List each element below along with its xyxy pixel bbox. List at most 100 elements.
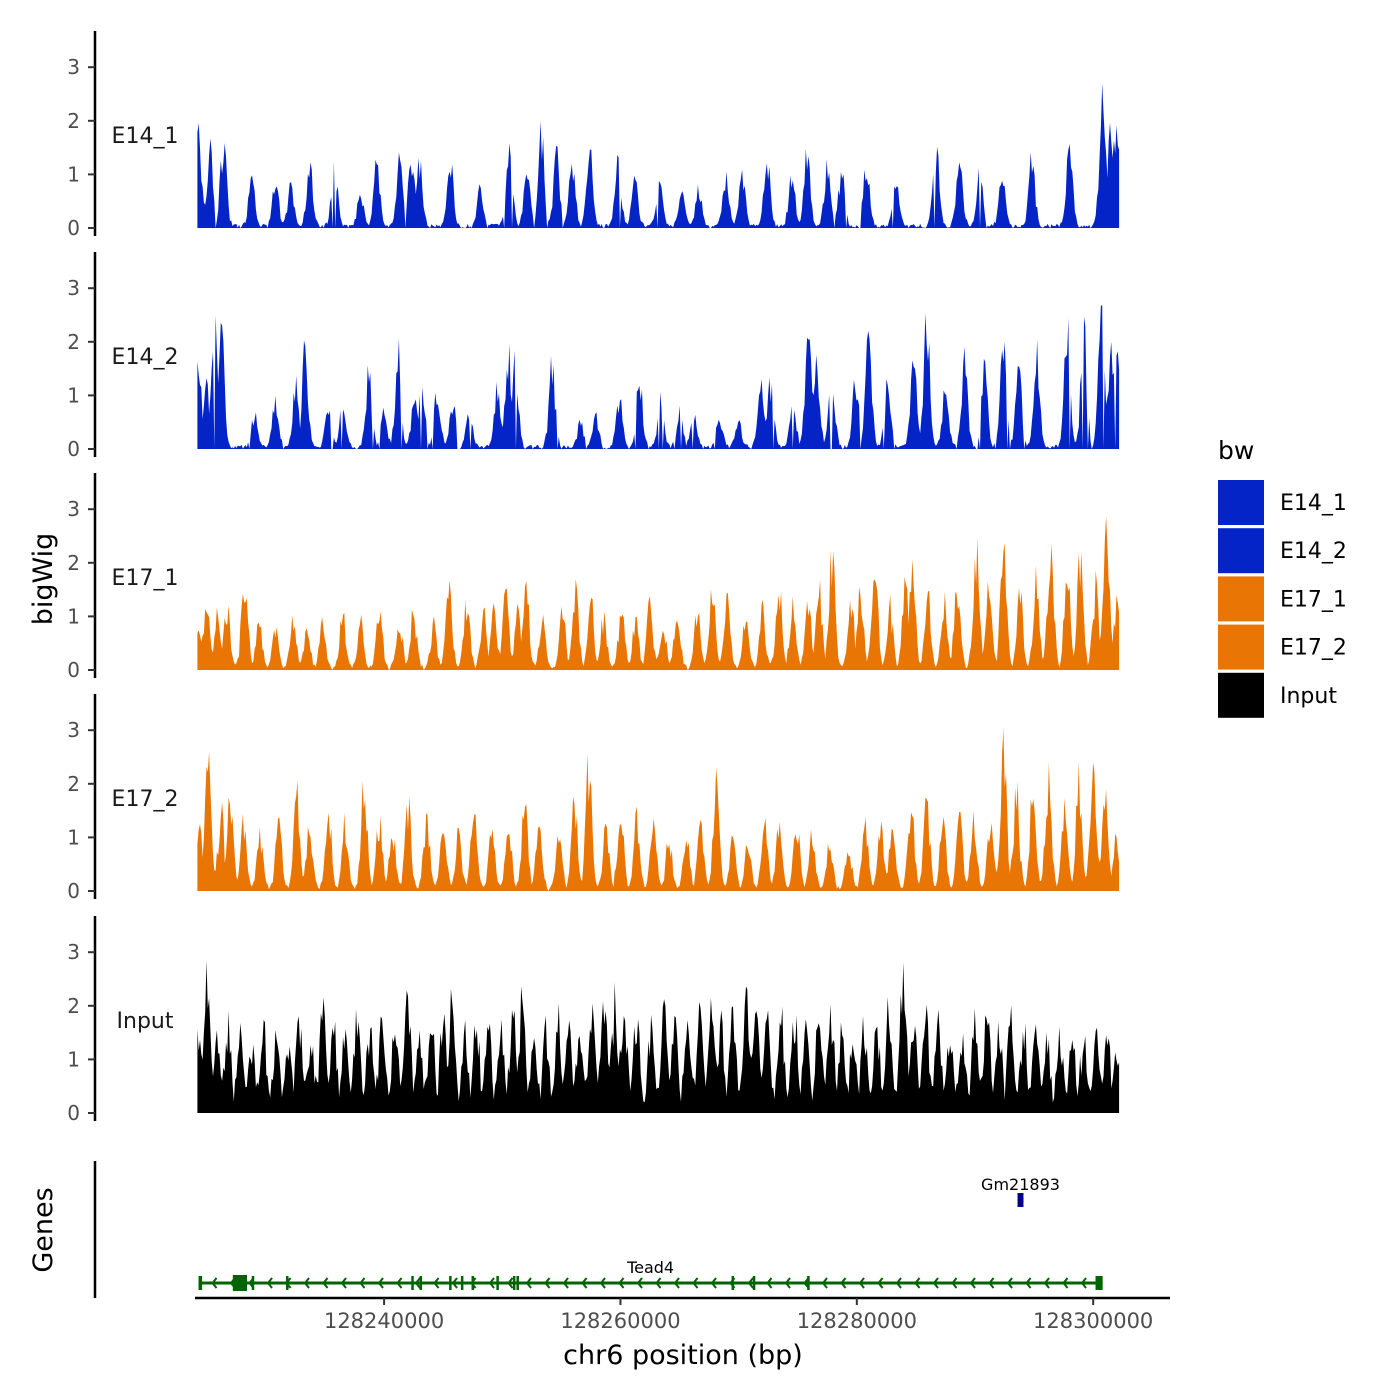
gene-exon — [731, 1276, 735, 1290]
y-tick-label: 3 — [67, 940, 80, 964]
legend-label: Input — [1280, 684, 1337, 709]
strand-arrow — [1062, 1277, 1069, 1289]
x-tick-label: 128280000 — [797, 1309, 917, 1333]
track-E17_1: 0 1 2 3 E17_1 — [67, 473, 1120, 682]
gene-exon — [460, 1276, 464, 1290]
strand-arrow — [932, 1277, 939, 1289]
signal-area-Input — [197, 960, 1120, 1113]
strand-arrow — [414, 1277, 421, 1289]
gene-exon — [198, 1276, 203, 1290]
y-tick-label: 1 — [67, 825, 80, 849]
legend: bw E14_1 E14_2 E17_1 E17_2 Input — [1218, 436, 1347, 718]
legend-label: E17_2 — [1280, 636, 1347, 661]
gene-Gm21893: Gm21893 — [981, 1175, 1060, 1207]
strand-arrow — [988, 1277, 995, 1289]
track-label: E17_2 — [112, 787, 179, 812]
strand-arrow — [914, 1277, 921, 1289]
signal-area-E14_1 — [197, 83, 1120, 228]
strand-arrow — [1043, 1277, 1050, 1289]
y-tick-label: 3 — [67, 276, 80, 300]
gene-exon — [752, 1276, 756, 1290]
strand-arrow — [562, 1277, 569, 1289]
signal-area-E14_2 — [197, 305, 1120, 449]
gene-exon — [512, 1276, 516, 1290]
strand-arrow — [673, 1277, 680, 1289]
track-label: E17_1 — [112, 566, 179, 591]
strand-arrow — [803, 1277, 810, 1289]
x-axis: 128240000 128260000 128280000 128300000 — [195, 1296, 1170, 1333]
strand-arrow — [322, 1277, 329, 1289]
x-axis-title: chr6 position (bp) — [563, 1340, 803, 1371]
y-tick-label: 2 — [67, 330, 80, 354]
strand-arrow — [599, 1277, 606, 1289]
gene-label: Tead4 — [626, 1258, 674, 1277]
track-label: E14_1 — [112, 124, 179, 149]
y-tick-label: 3 — [67, 55, 80, 79]
y-tick-label: 1 — [67, 1047, 80, 1071]
strand-arrow — [840, 1277, 847, 1289]
y-tick-label: 2 — [67, 772, 80, 796]
legend-title: bw — [1218, 436, 1254, 465]
y-tick-label: 1 — [67, 604, 80, 628]
strand-arrow — [544, 1277, 551, 1289]
y-tick-label: 0 — [67, 1101, 80, 1125]
x-tick-label: 128300000 — [1033, 1309, 1153, 1333]
signal-area-E17_2 — [197, 728, 1120, 891]
strand-arrow — [211, 1277, 218, 1289]
y-tick-label: 2 — [67, 551, 80, 575]
legend-key-E17_1 — [1218, 576, 1264, 622]
strand-arrow — [895, 1277, 902, 1289]
x-tick-label: 128240000 — [324, 1309, 444, 1333]
gene-exon — [449, 1276, 452, 1290]
strand-arrow — [636, 1277, 643, 1289]
strand-arrow — [784, 1277, 791, 1289]
legend-key-E14_1 — [1218, 480, 1264, 525]
strand-arrow — [747, 1277, 754, 1289]
y-tick-label: 2 — [67, 994, 80, 1018]
legend-key-E17_2 — [1218, 624, 1264, 670]
strand-arrow — [858, 1277, 865, 1289]
strand-arrow — [692, 1277, 699, 1289]
strand-arrow — [433, 1277, 440, 1289]
signal-tracks: 0 1 2 3 E14_1 0 1 2 3 E14_2 0 1 2 3 E17_1 0 1 2 3 E17_2 0 1 2 3… — [67, 31, 1120, 1125]
gene-exon — [1095, 1276, 1103, 1290]
y-tick-label: 2 — [67, 109, 80, 133]
strand-arrow — [470, 1277, 477, 1289]
strand-arrow — [507, 1277, 514, 1289]
gene-exon — [251, 1276, 255, 1290]
gene-exon — [807, 1276, 810, 1290]
strand-arrow — [525, 1277, 532, 1289]
strand-arrow — [229, 1277, 236, 1289]
track-E14_1: 0 1 2 3 E14_1 — [67, 31, 1120, 240]
gene-label: Gm21893 — [981, 1175, 1060, 1194]
strand-arrow — [969, 1277, 976, 1289]
y-tick-label: 0 — [67, 437, 80, 461]
genes-track-title: Genes — [28, 1187, 59, 1272]
strand-arrow — [877, 1277, 884, 1289]
track-E14_2: 0 1 2 3 E14_2 — [67, 252, 1120, 461]
legend-label: E14_1 — [1280, 491, 1347, 516]
y-tick-label: 3 — [67, 497, 80, 521]
legend-items: E14_1 E14_2 E17_1 E17_2 Input — [1218, 480, 1347, 718]
legend-label: E17_1 — [1280, 587, 1347, 612]
strand-arrow — [729, 1277, 736, 1289]
strand-arrow — [377, 1277, 384, 1289]
gene-exon — [496, 1276, 499, 1290]
strand-arrow — [766, 1277, 773, 1289]
gene-exon — [232, 1275, 247, 1291]
strand-arrow — [451, 1277, 458, 1289]
strand-arrow — [581, 1277, 588, 1289]
strand-arrow — [951, 1277, 958, 1289]
strand-arrow — [488, 1277, 495, 1289]
legend-label: E14_2 — [1280, 539, 1347, 564]
strand-arrow — [1025, 1277, 1032, 1289]
legend-key-E14_2 — [1218, 528, 1264, 574]
track-label: E14_2 — [112, 345, 179, 370]
gene-track: Tead4 Gm21893 — [93, 1161, 1103, 1298]
strand-arrow — [340, 1277, 347, 1289]
y-tick-label: 3 — [67, 718, 80, 742]
y-tick-label: 1 — [67, 383, 80, 407]
y-tick-label: 0 — [67, 216, 80, 240]
strand-arrow — [1006, 1277, 1013, 1289]
